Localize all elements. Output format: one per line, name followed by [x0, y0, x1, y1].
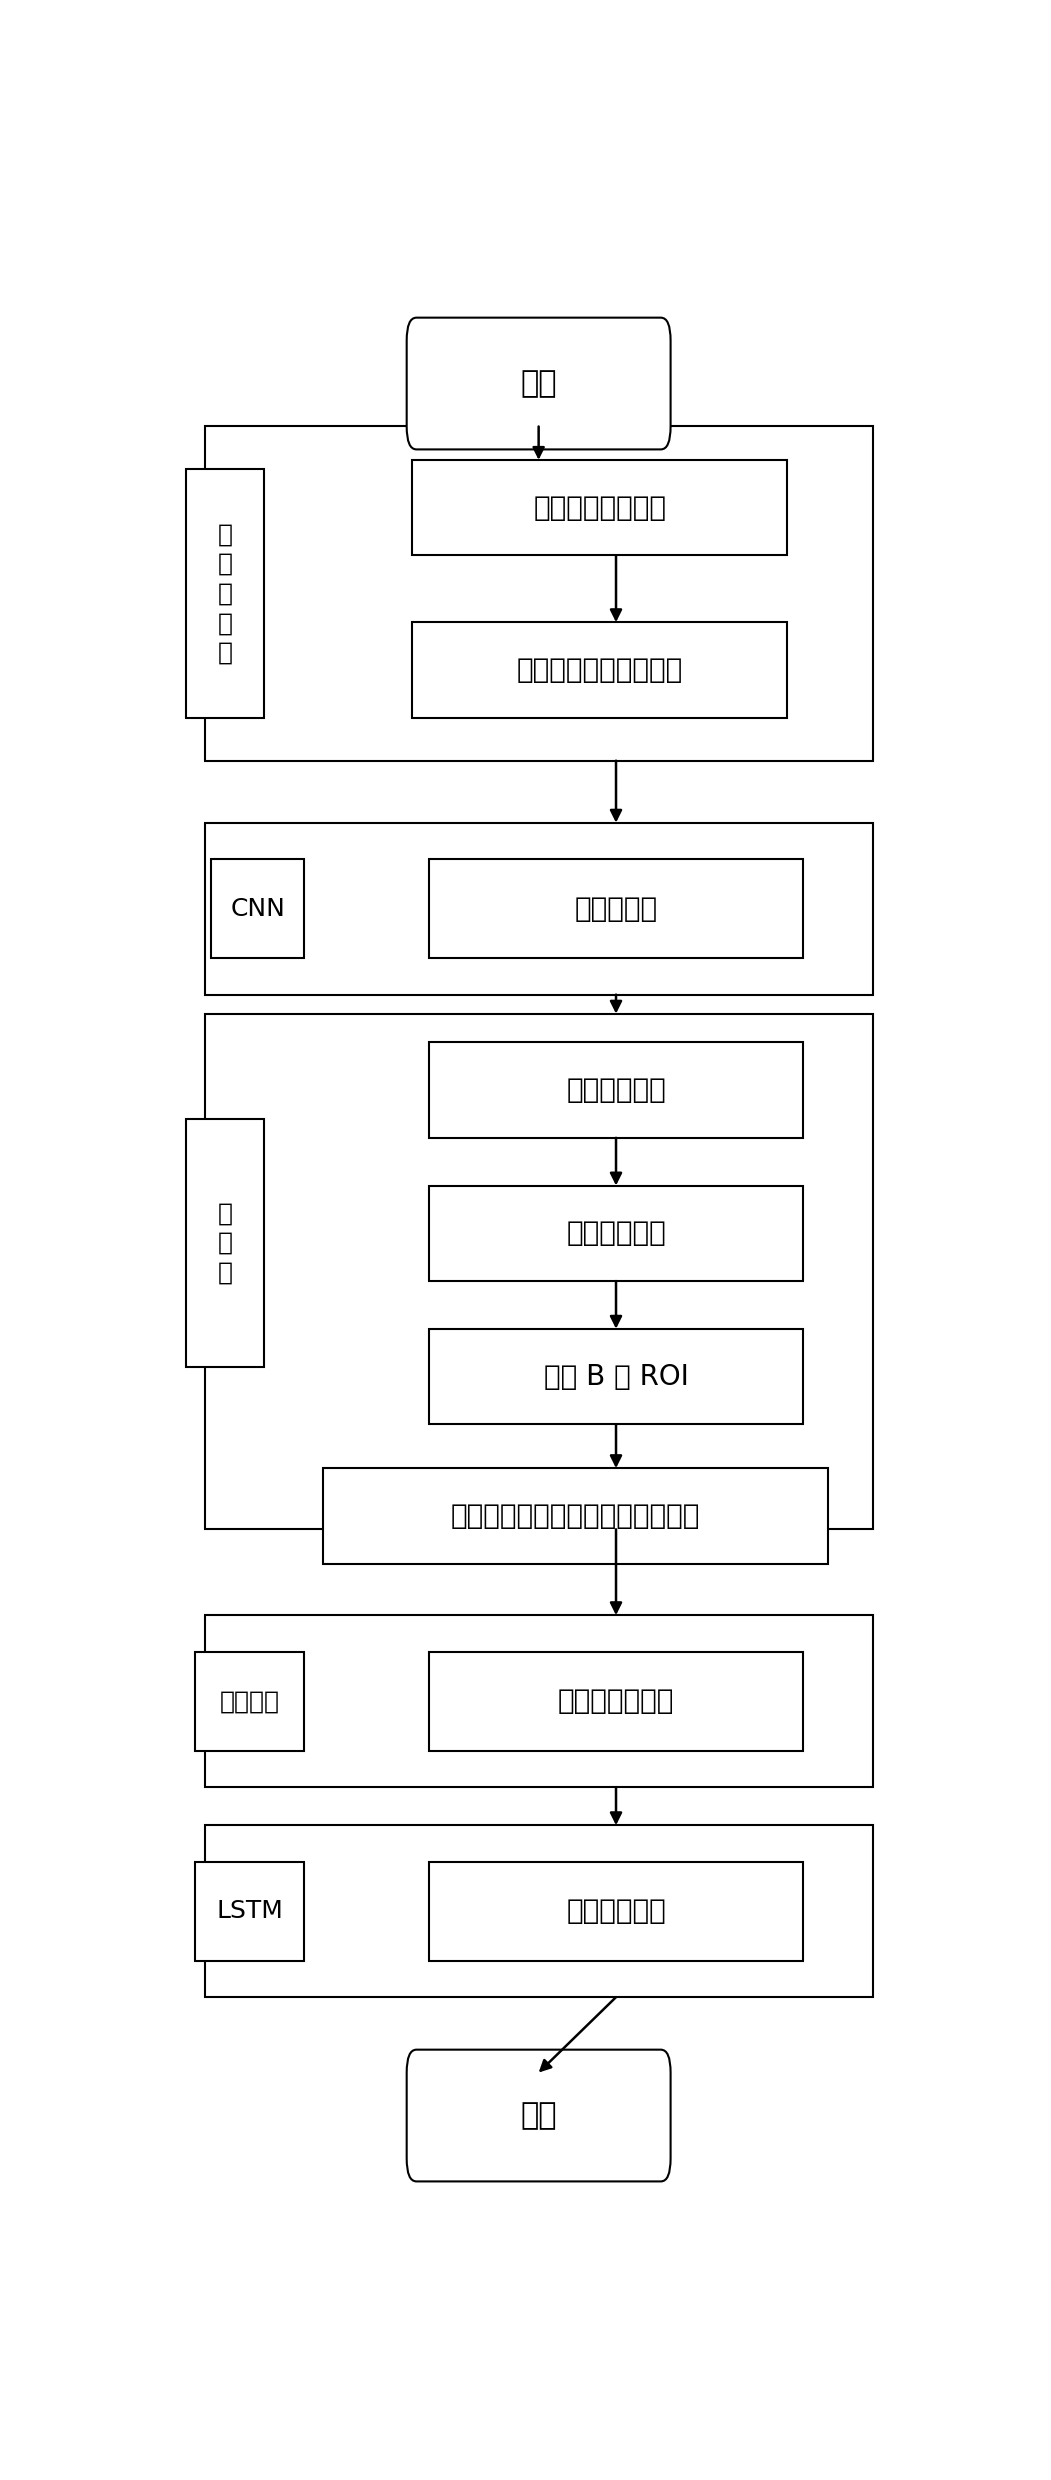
FancyBboxPatch shape	[429, 1652, 803, 1751]
FancyBboxPatch shape	[429, 858, 803, 957]
Text: 微调候选区域: 微调候选区域	[566, 1220, 666, 1247]
FancyBboxPatch shape	[412, 459, 787, 556]
Text: 选择 B 个 ROI: 选择 B 个 ROI	[543, 1362, 688, 1391]
Text: 生成语言序列: 生成语言序列	[566, 1897, 666, 1924]
FancyBboxPatch shape	[429, 1185, 803, 1282]
Text: CNN: CNN	[230, 898, 285, 920]
FancyBboxPatch shape	[323, 1468, 828, 1565]
FancyBboxPatch shape	[205, 1825, 872, 1996]
Text: 图
像
预
处
理: 图 像 预 处 理	[218, 523, 232, 665]
Text: 将候选区域提取成固定大小的向量: 将候选区域提取成固定大小的向量	[451, 1503, 700, 1530]
Text: 黑子群描述文本数据集: 黑子群描述文本数据集	[517, 657, 683, 684]
FancyBboxPatch shape	[407, 2048, 671, 2182]
Text: 黑子群图像数据集: 黑子群图像数据集	[533, 494, 666, 521]
FancyBboxPatch shape	[407, 317, 671, 449]
FancyBboxPatch shape	[429, 1042, 803, 1138]
Text: 定
位
层: 定 位 层	[218, 1200, 232, 1285]
FancyBboxPatch shape	[429, 1329, 803, 1424]
Text: 结束: 结束	[520, 2101, 557, 2130]
Text: 识别网络: 识别网络	[220, 1689, 280, 1714]
FancyBboxPatch shape	[205, 1614, 872, 1788]
FancyBboxPatch shape	[194, 1652, 305, 1751]
FancyBboxPatch shape	[205, 823, 872, 994]
FancyBboxPatch shape	[412, 622, 787, 717]
Text: 获得候选区域: 获得候选区域	[566, 1076, 666, 1104]
FancyBboxPatch shape	[205, 1014, 872, 1530]
Text: 开始: 开始	[520, 370, 557, 397]
Text: 提取特征图: 提取特征图	[575, 895, 658, 923]
Text: LSTM: LSTM	[217, 1900, 283, 1922]
FancyBboxPatch shape	[211, 858, 305, 957]
FancyBboxPatch shape	[186, 469, 264, 717]
Text: 转换成一维向量: 转换成一维向量	[558, 1686, 674, 1716]
FancyBboxPatch shape	[429, 1862, 803, 1962]
FancyBboxPatch shape	[205, 427, 872, 761]
FancyBboxPatch shape	[194, 1862, 305, 1962]
FancyBboxPatch shape	[186, 1118, 264, 1366]
